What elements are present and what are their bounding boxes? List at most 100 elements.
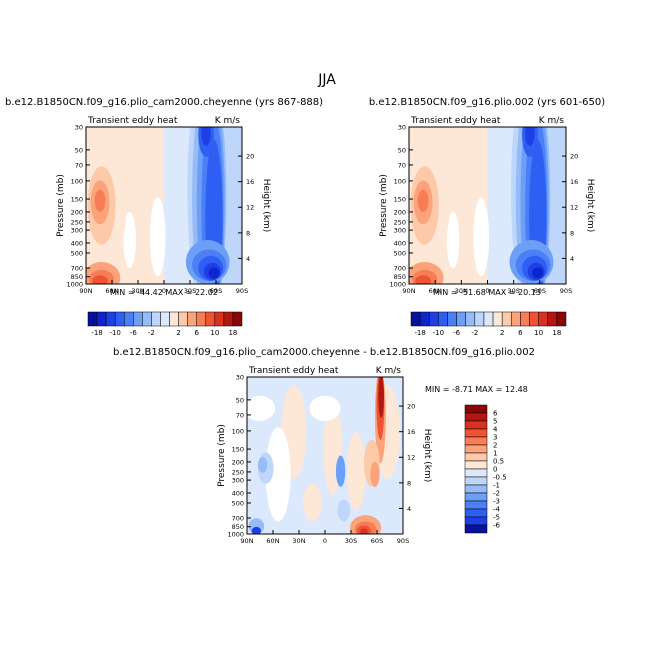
colorbar-label: 6 — [493, 410, 498, 418]
colorbar-swatch — [529, 311, 539, 327]
panel-left-label: Transient eddy heat — [87, 116, 178, 126]
colorbar-swatch — [520, 311, 530, 327]
colorbar-swatch — [465, 311, 476, 327]
colorbar-swatch — [556, 311, 567, 327]
contour-diff-neg — [335, 455, 346, 487]
colorbar-swatch — [464, 468, 488, 478]
colorbar-swatch — [142, 311, 152, 327]
colorbar-swatch — [178, 311, 188, 327]
y-tick-label: 700 — [394, 265, 406, 273]
contour-diff-pos-surface — [360, 528, 368, 534]
colorbar-swatch — [547, 311, 558, 327]
contour-nh-upper — [94, 189, 106, 212]
contour-sh-surface — [532, 267, 544, 279]
y-tick-label: 200 — [71, 208, 83, 216]
y-axis-label: Pressure (mb) — [217, 424, 227, 487]
x-tick-label: 30S — [345, 537, 357, 545]
colorbar-label: 10 — [534, 329, 543, 337]
plot-field — [86, 127, 242, 284]
colorbar-swatch — [483, 311, 494, 327]
colorbar-swatch — [133, 311, 143, 327]
x-tick-label: 30N — [455, 287, 468, 295]
colorbar-swatch — [196, 311, 207, 327]
x-tick-label: 0 — [485, 287, 489, 295]
y-right-tick-label: 4 — [407, 505, 411, 513]
y-tick-label: 500 — [232, 499, 244, 507]
contour-nh-surface — [92, 275, 108, 284]
colorbar-swatch — [464, 436, 488, 446]
colorbar-label: -18 — [414, 329, 425, 337]
contour-gap — [149, 197, 166, 277]
colorbar-label: 5 — [493, 418, 497, 426]
y-right-axis-label: Height (km) — [585, 179, 595, 233]
y-tick-label: 850 — [394, 273, 406, 281]
panel-left-label: Transient eddy heat — [248, 366, 339, 376]
panel-stats: MIN = -51.68 MAX = 20.13 — [433, 288, 541, 297]
y-right-tick-label: 12 — [246, 204, 254, 212]
x-tick-label: 60N — [429, 287, 442, 295]
colorbar-label: -5 — [493, 514, 500, 522]
contour-sh-upper — [525, 127, 535, 146]
colorbar-label: -10 — [433, 329, 444, 337]
colorbar-label: -0.5 — [493, 474, 507, 482]
y-tick-label: 30 — [398, 124, 406, 132]
x-tick-label: 90S — [236, 287, 248, 295]
colorbar-label: -1 — [493, 482, 500, 490]
y-tick-label: 30 — [75, 124, 83, 132]
y-tick-label: 100 — [71, 177, 83, 185]
contour-nh-surface — [415, 275, 431, 284]
y-right-tick-label: 4 — [246, 255, 250, 263]
y-right-tick-label: 16 — [407, 428, 415, 436]
y-tick-label: 150 — [232, 446, 244, 454]
colorbar-label: -2 — [471, 329, 478, 337]
colorbar-label: 1 — [493, 450, 497, 458]
y-right-tick-label: 4 — [570, 255, 574, 263]
y-tick-label: 1000 — [389, 281, 406, 289]
contour-gap — [473, 197, 490, 277]
contour-diff-neg — [337, 499, 350, 522]
y-tick-label: 300 — [71, 227, 83, 235]
colorbar-swatch — [232, 311, 243, 327]
colorbar-label: 2 — [176, 329, 180, 337]
colorbar-swatch — [105, 311, 116, 327]
colorbar-swatch — [214, 311, 225, 327]
y-tick-label: 250 — [71, 218, 83, 226]
x-tick-label: 60N — [105, 287, 118, 295]
colorbar-swatch — [456, 311, 466, 327]
y-axis-label: Pressure (mb) — [56, 174, 66, 237]
colorbar-swatch — [464, 460, 488, 470]
colorbar-swatch — [464, 500, 488, 510]
colorbar-swatch — [464, 420, 488, 430]
x-tick-label: 30S — [184, 287, 196, 295]
colorbar-label: -2 — [148, 329, 155, 337]
y-tick-label: 300 — [232, 477, 244, 485]
y-tick-label: 850 — [232, 523, 244, 531]
colorbar-label: 6 — [194, 329, 199, 337]
panel-difference: b.e12.B1850CN.f09_g16.plio_cam2000.cheye… — [113, 347, 535, 545]
y-tick-label: 50 — [398, 146, 406, 154]
colorbar-label: -6 — [130, 329, 138, 337]
colorbar-label: -6 — [453, 329, 461, 337]
contour-diff-zero — [265, 427, 291, 522]
y-right-axis-label: Height (km) — [261, 179, 271, 233]
y-tick-label: 200 — [232, 458, 244, 466]
contour-gap — [446, 211, 460, 269]
contour-diff-neg — [257, 457, 268, 473]
colorbar-label: -6 — [493, 522, 501, 530]
colorbar-swatch — [464, 428, 488, 438]
colorbar-plio-cam2000: -18 -10 -6 -2 2 6 10 18 — [87, 311, 243, 337]
y-tick-label: 70 — [398, 161, 406, 169]
contour-diff-zero — [309, 395, 341, 421]
colorbar-swatch — [474, 311, 485, 327]
y-tick-label: 250 — [232, 468, 244, 476]
x-tick-label: 90N — [79, 287, 92, 295]
panel-left-label: Transient eddy heat — [410, 116, 501, 126]
colorbar-label: -2 — [493, 490, 500, 498]
colorbar-swatch — [464, 516, 488, 526]
contour-diff-pos-mid — [370, 461, 380, 487]
colorbar-swatch — [169, 311, 179, 327]
plot-field — [247, 377, 403, 534]
colorbar-swatch — [410, 311, 421, 327]
